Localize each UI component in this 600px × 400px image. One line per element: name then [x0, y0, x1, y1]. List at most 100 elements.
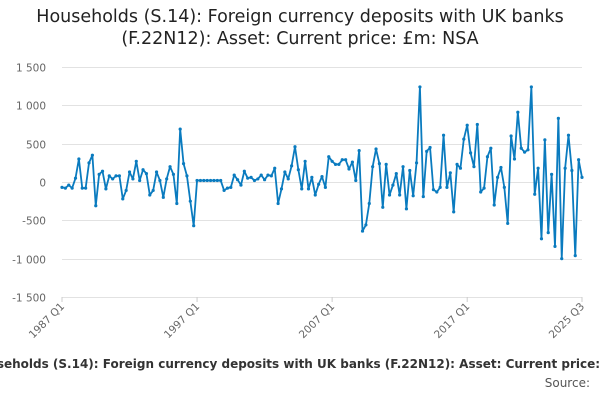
data-point: [97, 172, 101, 176]
data-point: [290, 164, 294, 168]
data-point: [235, 178, 240, 182]
data-point: [256, 177, 260, 181]
data-point: [188, 199, 192, 203]
data-point: [458, 166, 463, 170]
data-point: [350, 160, 354, 164]
data-point: [502, 185, 506, 189]
data-point: [252, 178, 257, 183]
data-point: [428, 145, 432, 150]
data-point: [300, 187, 304, 191]
data-point: [529, 85, 533, 89]
data-point: [90, 153, 94, 157]
data-point: [117, 174, 121, 178]
data-point: [465, 123, 469, 127]
chart-title-line-1: Households (S.14): Foreign currency depo…: [36, 7, 564, 27]
data-point: [512, 157, 517, 161]
data-point: [425, 149, 429, 153]
data-point: [357, 148, 361, 153]
data-point: [431, 188, 436, 192]
data-point: [127, 170, 132, 174]
data-point: [485, 155, 490, 159]
data-point: [276, 201, 280, 206]
data-point: [438, 185, 442, 189]
data-point: [124, 188, 128, 193]
x-tick-label: 1987 Q1: [27, 301, 67, 341]
data-point: [175, 201, 179, 206]
data-point: [286, 177, 290, 181]
data-point: [283, 170, 287, 174]
data-point: [404, 207, 409, 211]
data-point: [516, 110, 520, 114]
data-point: [560, 257, 564, 261]
data-point: [479, 190, 483, 194]
data-point: [222, 188, 226, 193]
data-point: [333, 162, 338, 166]
data-point: [536, 166, 540, 170]
data-point: [374, 147, 378, 151]
data-point: [192, 224, 196, 228]
data-point: [408, 168, 412, 173]
data-point: [347, 167, 351, 171]
data-point: [323, 185, 327, 189]
data-point: [506, 221, 510, 225]
data-point: [499, 165, 503, 170]
data-point: [570, 168, 574, 173]
data-point: [279, 187, 284, 191]
footer-title-strip: Households (S.14): Foreign currency depo…: [0, 357, 600, 374]
data-point: [411, 194, 415, 198]
data-point: [367, 201, 371, 206]
x-tick-label: 2007 Q1: [297, 301, 337, 341]
data-point: [401, 165, 405, 169]
data-point: [195, 178, 199, 183]
data-point: [104, 187, 108, 191]
data-point: [387, 193, 392, 197]
data-point: [539, 237, 544, 241]
data-point: [70, 186, 74, 190]
data-point: [448, 171, 452, 175]
data-point: [360, 229, 365, 233]
y-tick-label: 1 000: [16, 101, 46, 113]
data-point: [202, 178, 206, 183]
data-point: [269, 174, 273, 178]
data-point: [546, 231, 550, 235]
data-point: [523, 150, 527, 154]
data-point: [259, 173, 263, 177]
data-point: [421, 194, 425, 199]
series-line: [61, 86, 583, 260]
data-point: [73, 176, 78, 180]
data-point: [394, 171, 398, 176]
data-point: [107, 174, 111, 178]
data-point: [131, 177, 135, 181]
data-point: [266, 173, 270, 177]
data-point: [492, 203, 496, 207]
data-point: [100, 169, 105, 173]
data-point: [306, 187, 311, 191]
source-label: Source:: [544, 376, 590, 390]
data-point: [577, 158, 581, 162]
chart-title-line-2: (F.22N12): Asset: Current price: £m: NSA: [121, 29, 479, 49]
data-point: [225, 186, 230, 190]
data-point: [398, 193, 402, 197]
data-point: [563, 166, 567, 170]
data-point: [208, 178, 213, 183]
data-point: [441, 133, 446, 137]
data-point: [219, 178, 223, 183]
data-point: [330, 159, 334, 163]
data-point: [144, 171, 149, 176]
data-point: [327, 155, 331, 159]
data-point: [198, 178, 203, 183]
data-point: [246, 176, 250, 180]
footer-title-text: Households (S.14): Foreign currency depo…: [0, 357, 600, 371]
y-tick-label: 0: [39, 178, 46, 190]
x-tick-label: 2025 Q3: [547, 301, 587, 341]
data-point: [263, 178, 267, 182]
data-point: [566, 133, 571, 137]
y-tick-label: 1 500: [16, 63, 46, 75]
data-point: [273, 166, 277, 170]
data-point: [178, 127, 182, 131]
chart-title: Households (S.14): Foreign currency depo…: [0, 6, 600, 50]
data-point: [111, 177, 115, 181]
data-point: [543, 138, 547, 142]
data-point: [556, 116, 560, 120]
